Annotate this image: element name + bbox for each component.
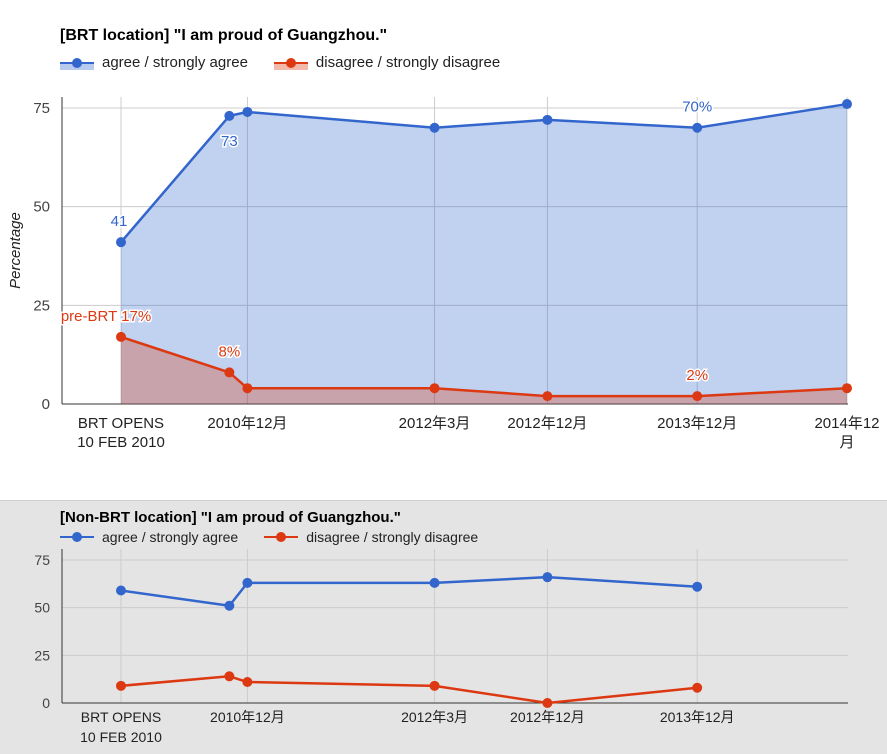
brt-chart: 0 25 50 75 BRT OPENS 10 FEB 2010 2010年12月 2012年… bbox=[7, 97, 880, 451]
non-brt-chart-panel: [Non-BRT location] "I am proud of Guangz… bbox=[0, 500, 887, 754]
legend-label-disagree: disagree / strongly disagree bbox=[315, 54, 501, 71]
disagree-data-point bbox=[542, 391, 553, 402]
brt-chart-panel: [BRT location] "I am proud of Guangzhou.… bbox=[60, 27, 526, 71]
x-tick-label: 10 FEB 2010 bbox=[80, 729, 162, 745]
disagree-data-point bbox=[842, 383, 852, 394]
x-tick-label: 2013年12月 bbox=[657, 415, 737, 432]
disagree-data-point bbox=[429, 383, 440, 394]
data-label: 2% bbox=[686, 367, 708, 384]
legend-item-agree[interactable]: agree / strongly agree bbox=[60, 529, 238, 545]
y-tick-label: 75 bbox=[34, 552, 50, 568]
x-tick-label: 2014年12 bbox=[814, 415, 879, 432]
data-label: 73 bbox=[221, 133, 238, 150]
non-brt-chart-title: [Non-BRT location] "I am proud of Guangz… bbox=[60, 509, 401, 526]
x-tick-label: 2012年3月 bbox=[399, 415, 471, 432]
x-tick-label: 2012年12月 bbox=[507, 415, 587, 432]
y-tick-label: 0 bbox=[42, 695, 50, 711]
y-tick-label: 0 bbox=[42, 396, 50, 413]
legend-item-disagree[interactable]: disagree / strongly disagree bbox=[264, 529, 478, 545]
agree-series-swatch-icon bbox=[60, 56, 94, 70]
data-label: 70% bbox=[682, 99, 712, 116]
x-tick-label: 月 bbox=[839, 434, 854, 451]
agree-data-point bbox=[692, 122, 703, 133]
y-tick-label: 75 bbox=[33, 100, 50, 117]
disagree-series-swatch-icon bbox=[273, 56, 308, 70]
x-tick-label: 2012年12月 bbox=[510, 709, 585, 725]
agree-data-point bbox=[692, 581, 703, 592]
legend-label-agree: agree / strongly agree bbox=[102, 529, 239, 545]
agree-series-area bbox=[121, 104, 847, 404]
agree-series-line bbox=[120, 575, 698, 608]
legend-item-disagree[interactable]: disagree / strongly disagree bbox=[273, 54, 501, 71]
x-tick-label: BRT OPENS bbox=[78, 415, 164, 432]
agree-data-point bbox=[429, 122, 440, 133]
y-tick-label: 50 bbox=[34, 600, 50, 616]
agree-data-point bbox=[242, 577, 253, 588]
data-label: 41 bbox=[111, 213, 128, 230]
agree-data-point bbox=[542, 572, 553, 583]
data-label: pre-BRT 17% bbox=[61, 308, 151, 325]
agree-data-point bbox=[116, 237, 126, 248]
x-tick-label: 2010年12月 bbox=[210, 709, 285, 725]
disagree-data-point bbox=[242, 383, 253, 394]
agree-data-point bbox=[116, 585, 126, 596]
non-brt-chart-legend: agree / strongly agree disagree / strong… bbox=[60, 529, 504, 545]
disagree-data-point bbox=[116, 680, 126, 691]
disagree-data-point bbox=[429, 680, 440, 691]
disagree-series-swatch-icon bbox=[264, 530, 299, 544]
non-brt-chart: 0 25 50 75 BRT OPENS 10 FEB 2010 2010年12月 2012年… bbox=[34, 549, 848, 745]
y-tick-label: 25 bbox=[33, 297, 50, 314]
disagree-data-point bbox=[692, 682, 703, 693]
data-label: 8% bbox=[219, 343, 241, 360]
legend-item-agree[interactable]: agree / strongly agree bbox=[60, 54, 248, 71]
agree-series-swatch-icon bbox=[60, 530, 94, 544]
x-tick-label: BRT OPENS bbox=[81, 709, 161, 725]
agree-data-point bbox=[429, 577, 440, 588]
brt-chart-legend: agree / strongly agree disagree / strong… bbox=[60, 54, 526, 71]
y-axis-title: Percentage bbox=[7, 212, 24, 289]
x-tick-label: 10 FEB 2010 bbox=[77, 434, 165, 451]
disagree-data-point bbox=[116, 331, 126, 342]
agree-data-point bbox=[242, 106, 253, 117]
y-tick-label: 25 bbox=[34, 647, 50, 663]
legend-label-agree: agree / strongly agree bbox=[102, 54, 248, 71]
disagree-data-point bbox=[224, 367, 235, 378]
disagree-data-point bbox=[542, 698, 553, 708]
agree-data-point bbox=[224, 110, 235, 121]
disagree-data-point bbox=[242, 677, 253, 688]
disagree-series-area bbox=[121, 336, 847, 404]
y-tick-label: 50 bbox=[33, 199, 50, 216]
agree-data-point bbox=[542, 114, 553, 125]
brt-chart-title: [BRT location] "I am proud of Guangzhou.… bbox=[60, 27, 388, 44]
x-tick-label: 2012年3月 bbox=[401, 709, 468, 725]
disagree-data-point bbox=[224, 671, 235, 682]
x-tick-label: 2013年12月 bbox=[660, 709, 735, 725]
agree-data-point bbox=[842, 99, 852, 110]
agree-data-point bbox=[224, 600, 235, 611]
legend-label-disagree: disagree / strongly disagree bbox=[306, 529, 479, 545]
disagree-series-line bbox=[120, 675, 698, 705]
x-tick-label: 2010年12月 bbox=[207, 415, 287, 432]
disagree-data-point bbox=[692, 391, 703, 402]
